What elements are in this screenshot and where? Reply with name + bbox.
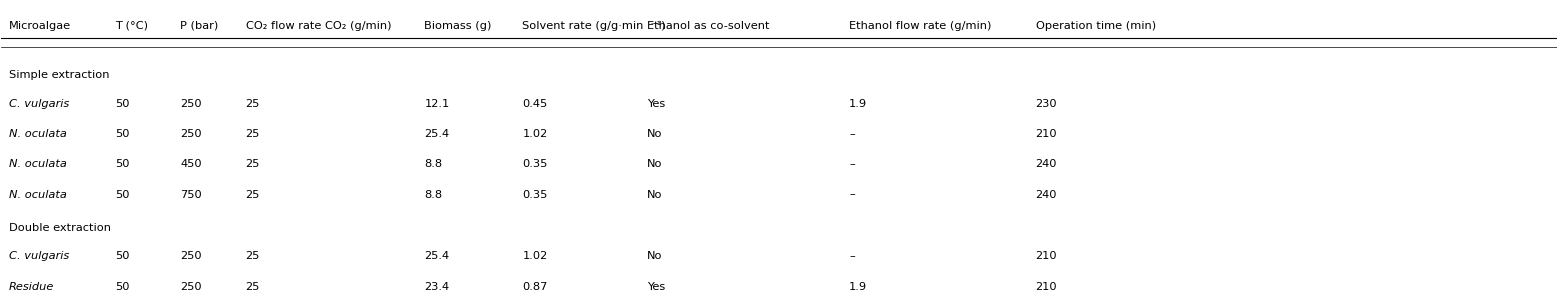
Text: 25: 25 <box>246 129 260 139</box>
Text: Operation time (min): Operation time (min) <box>1036 21 1156 31</box>
Text: 240: 240 <box>1036 190 1058 199</box>
Text: 25.4: 25.4 <box>424 251 450 261</box>
Text: 25: 25 <box>246 251 260 261</box>
Text: Residue: Residue <box>9 281 55 292</box>
Text: Yes: Yes <box>647 281 665 292</box>
Text: Simple extraction: Simple extraction <box>9 70 109 80</box>
Text: 250: 250 <box>181 129 203 139</box>
Text: 8.8: 8.8 <box>424 190 442 199</box>
Text: Solvent rate (g/g·min  ⁻¹): Solvent rate (g/g·min ⁻¹) <box>522 21 665 31</box>
Text: 1.9: 1.9 <box>849 281 868 292</box>
Text: 1.02: 1.02 <box>522 129 548 139</box>
Text: 750: 750 <box>181 190 203 199</box>
Text: –: – <box>849 129 855 139</box>
Text: 50: 50 <box>115 281 129 292</box>
Text: Ethanol as co-solvent: Ethanol as co-solvent <box>647 21 770 31</box>
Text: 25.4: 25.4 <box>424 129 450 139</box>
Text: N. oculata: N. oculata <box>9 190 67 199</box>
Text: 8.8: 8.8 <box>424 159 442 169</box>
Text: 0.35: 0.35 <box>522 159 548 169</box>
Text: 0.87: 0.87 <box>522 281 548 292</box>
Text: N. oculata: N. oculata <box>9 129 67 139</box>
Text: 25: 25 <box>246 99 260 109</box>
Text: Biomass (g): Biomass (g) <box>424 21 492 31</box>
Text: 240: 240 <box>1036 159 1058 169</box>
Text: –: – <box>849 190 855 199</box>
Text: 210: 210 <box>1036 251 1058 261</box>
Text: 23.4: 23.4 <box>424 281 450 292</box>
Text: 450: 450 <box>181 159 203 169</box>
Text: Ethanol flow rate (g/min): Ethanol flow rate (g/min) <box>849 21 991 31</box>
Text: Microalgae: Microalgae <box>9 21 72 31</box>
Text: C. vulgaris: C. vulgaris <box>9 99 70 109</box>
Text: Double extraction: Double extraction <box>9 223 111 232</box>
Text: 50: 50 <box>115 159 129 169</box>
Text: No: No <box>647 251 662 261</box>
Text: 25: 25 <box>246 190 260 199</box>
Text: 250: 250 <box>181 281 203 292</box>
Text: No: No <box>647 129 662 139</box>
Text: 25: 25 <box>246 159 260 169</box>
Text: 1.02: 1.02 <box>522 251 548 261</box>
Text: –: – <box>849 251 855 261</box>
Text: 230: 230 <box>1036 99 1058 109</box>
Text: No: No <box>647 159 662 169</box>
Text: T (°C): T (°C) <box>115 21 148 31</box>
Text: 210: 210 <box>1036 281 1058 292</box>
Text: 12.1: 12.1 <box>424 99 450 109</box>
Text: 50: 50 <box>115 251 129 261</box>
Text: C. vulgaris: C. vulgaris <box>9 251 70 261</box>
Text: 25: 25 <box>246 281 260 292</box>
Text: Yes: Yes <box>647 99 665 109</box>
Text: 50: 50 <box>115 129 129 139</box>
Text: 0.45: 0.45 <box>522 99 548 109</box>
Text: 250: 250 <box>181 251 203 261</box>
Text: 250: 250 <box>181 99 203 109</box>
Text: 50: 50 <box>115 99 129 109</box>
Text: P (bar): P (bar) <box>181 21 218 31</box>
Text: 50: 50 <box>115 190 129 199</box>
Text: 210: 210 <box>1036 129 1058 139</box>
Text: 1.9: 1.9 <box>849 99 868 109</box>
Text: –: – <box>849 159 855 169</box>
Text: No: No <box>647 190 662 199</box>
Text: 0.35: 0.35 <box>522 190 548 199</box>
Text: CO₂ flow rate CO₂ (g/min): CO₂ flow rate CO₂ (g/min) <box>246 21 391 31</box>
Text: N. oculata: N. oculata <box>9 159 67 169</box>
